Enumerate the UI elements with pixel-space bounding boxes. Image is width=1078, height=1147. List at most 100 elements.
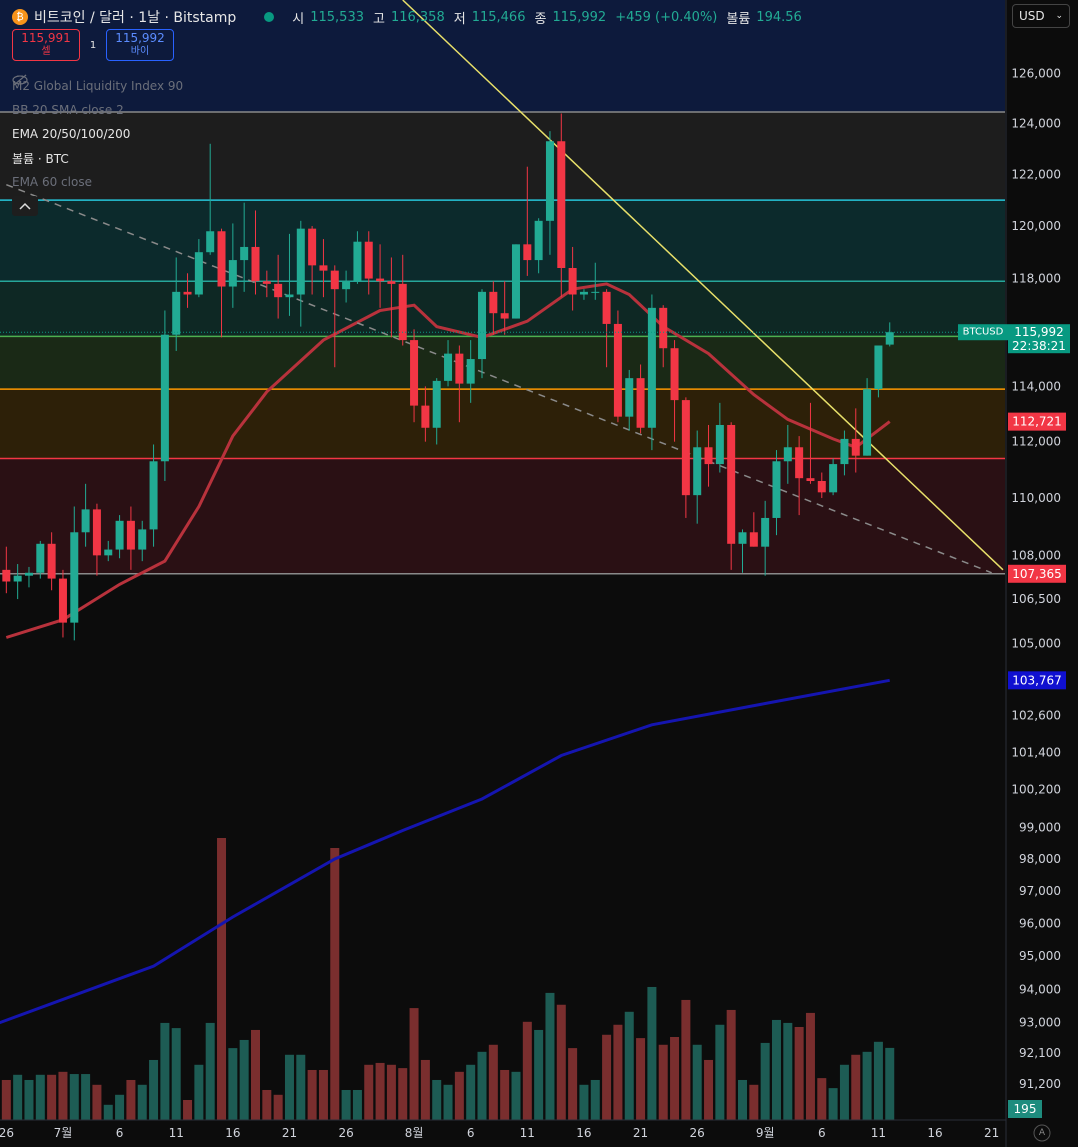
volume-bar <box>817 1078 827 1120</box>
ohlc-value: 115,466 <box>471 9 526 25</box>
volume-bar <box>69 1074 79 1120</box>
volume-bar <box>375 1062 385 1120</box>
candle-body <box>874 345 883 390</box>
candle-body <box>70 532 79 623</box>
buy-label: 바이 <box>130 46 150 57</box>
buy-button[interactable]: 115,992 바이 <box>106 29 174 61</box>
x-tick-label: 21 <box>633 1126 648 1140</box>
y-tick-label: 94,000 <box>1019 982 1061 996</box>
countdown: 22:38:21 <box>1012 339 1066 353</box>
candle-body <box>364 241 373 279</box>
candle-body <box>240 246 249 261</box>
candle-body <box>81 509 90 533</box>
auto-scale-icon: A <box>1039 1128 1046 1138</box>
candle-body <box>885 332 894 345</box>
candle-body <box>579 291 588 295</box>
auto-scale-button[interactable] <box>1033 1124 1051 1142</box>
symbol-title: 비트코인 / 달러 · 1날 · Bitstamp <box>34 10 237 26</box>
volume-bar <box>760 1042 770 1120</box>
candle-body <box>500 313 509 319</box>
candle-body <box>36 543 45 573</box>
trendline <box>402 0 1004 571</box>
candle-body <box>387 281 396 284</box>
volume-bar <box>103 1104 113 1120</box>
x-tick-label: 11 <box>520 1126 535 1140</box>
sell-button[interactable]: 115,991 셀 <box>12 29 80 61</box>
y-tick-label: 101,400 <box>1011 745 1061 759</box>
volume-bar <box>92 1084 102 1120</box>
candle-body <box>783 447 792 462</box>
candle-body <box>727 424 736 544</box>
candle-body <box>342 281 351 290</box>
y-tick-label: 92,100 <box>1019 1046 1061 1060</box>
candle-body <box>602 291 611 324</box>
volume-bar <box>500 1069 510 1120</box>
x-tick-label: 21 <box>282 1126 297 1140</box>
y-tick-label: 98,000 <box>1019 852 1061 866</box>
volume-bar <box>318 1069 328 1120</box>
candle-body <box>398 283 407 341</box>
ohlc-key: 종 <box>534 11 547 27</box>
y-tick-label: 99,000 <box>1019 820 1061 834</box>
volume-bar <box>149 1059 159 1120</box>
x-tick-label: 21 <box>984 1126 999 1140</box>
y-tick-label: 96,000 <box>1019 916 1061 930</box>
candle-body <box>13 575 22 582</box>
volume-bar <box>488 1044 498 1120</box>
volume-bar <box>183 1099 193 1120</box>
collapse-button[interactable] <box>12 196 38 216</box>
volume-bar <box>568 1048 578 1120</box>
candle-body <box>670 348 679 401</box>
volume-bar <box>171 1028 181 1120</box>
currency-select[interactable]: USD ⌄ <box>1012 4 1070 28</box>
volume-bar <box>636 1038 646 1120</box>
x-tick-label: 6 <box>116 1126 124 1140</box>
candle-body <box>534 220 543 261</box>
trade-row: 115,991 셀 1 115,992 바이 <box>12 29 805 61</box>
candle-body <box>625 378 634 417</box>
x-tick-label: 26 <box>690 1126 705 1140</box>
volume-bar <box>137 1084 147 1120</box>
volume-bar <box>624 1011 634 1120</box>
volume-bar <box>35 1074 45 1120</box>
volume-bar <box>522 1021 532 1120</box>
volume-badge <box>1008 1100 1042 1118</box>
candle-body <box>160 334 169 462</box>
volume-bar <box>839 1064 849 1120</box>
ohlc-key: 저 <box>453 11 466 27</box>
eye <box>12 75 28 85</box>
y-tick-label: 106,500 <box>1011 592 1061 606</box>
candle-body <box>704 447 713 465</box>
volume-bar <box>602 1034 612 1120</box>
candle-body <box>285 294 294 298</box>
candle-body <box>330 270 339 290</box>
candle-body <box>840 438 849 465</box>
volume-bar <box>828 1088 838 1120</box>
volume-bar <box>160 1022 170 1120</box>
candle-body <box>478 291 487 360</box>
volume-bar <box>250 1029 260 1120</box>
x-tick-label: 16 <box>225 1126 240 1140</box>
indicator-line <box>0 678 890 1025</box>
volume-bar <box>873 1041 883 1120</box>
volume-bar <box>115 1094 125 1120</box>
volume-bar <box>273 1094 283 1120</box>
candle-body <box>149 461 158 530</box>
volume-bar <box>556 1004 566 1120</box>
candle-body <box>376 278 385 282</box>
price-label: 107,365 <box>1012 567 1062 581</box>
volume-bar <box>330 848 340 1120</box>
candle-body <box>274 283 283 298</box>
x-tick-label: 26 <box>0 1126 14 1140</box>
indicator-list: M2 Global Liquidity Index 90 BB 20 SMA cl… <box>12 74 183 194</box>
candle-body <box>228 260 237 287</box>
y-tick-label: 118,000 <box>1011 272 1061 286</box>
x-tick-label: 16 <box>927 1126 942 1140</box>
volume-bar <box>307 1069 317 1120</box>
sell-price: 115,991 <box>21 31 71 45</box>
ohlc-key: 고 <box>373 11 385 27</box>
x-tick-label: 6 <box>467 1126 475 1140</box>
volume-bar <box>704 1059 714 1120</box>
volume-bar <box>466 1064 476 1120</box>
